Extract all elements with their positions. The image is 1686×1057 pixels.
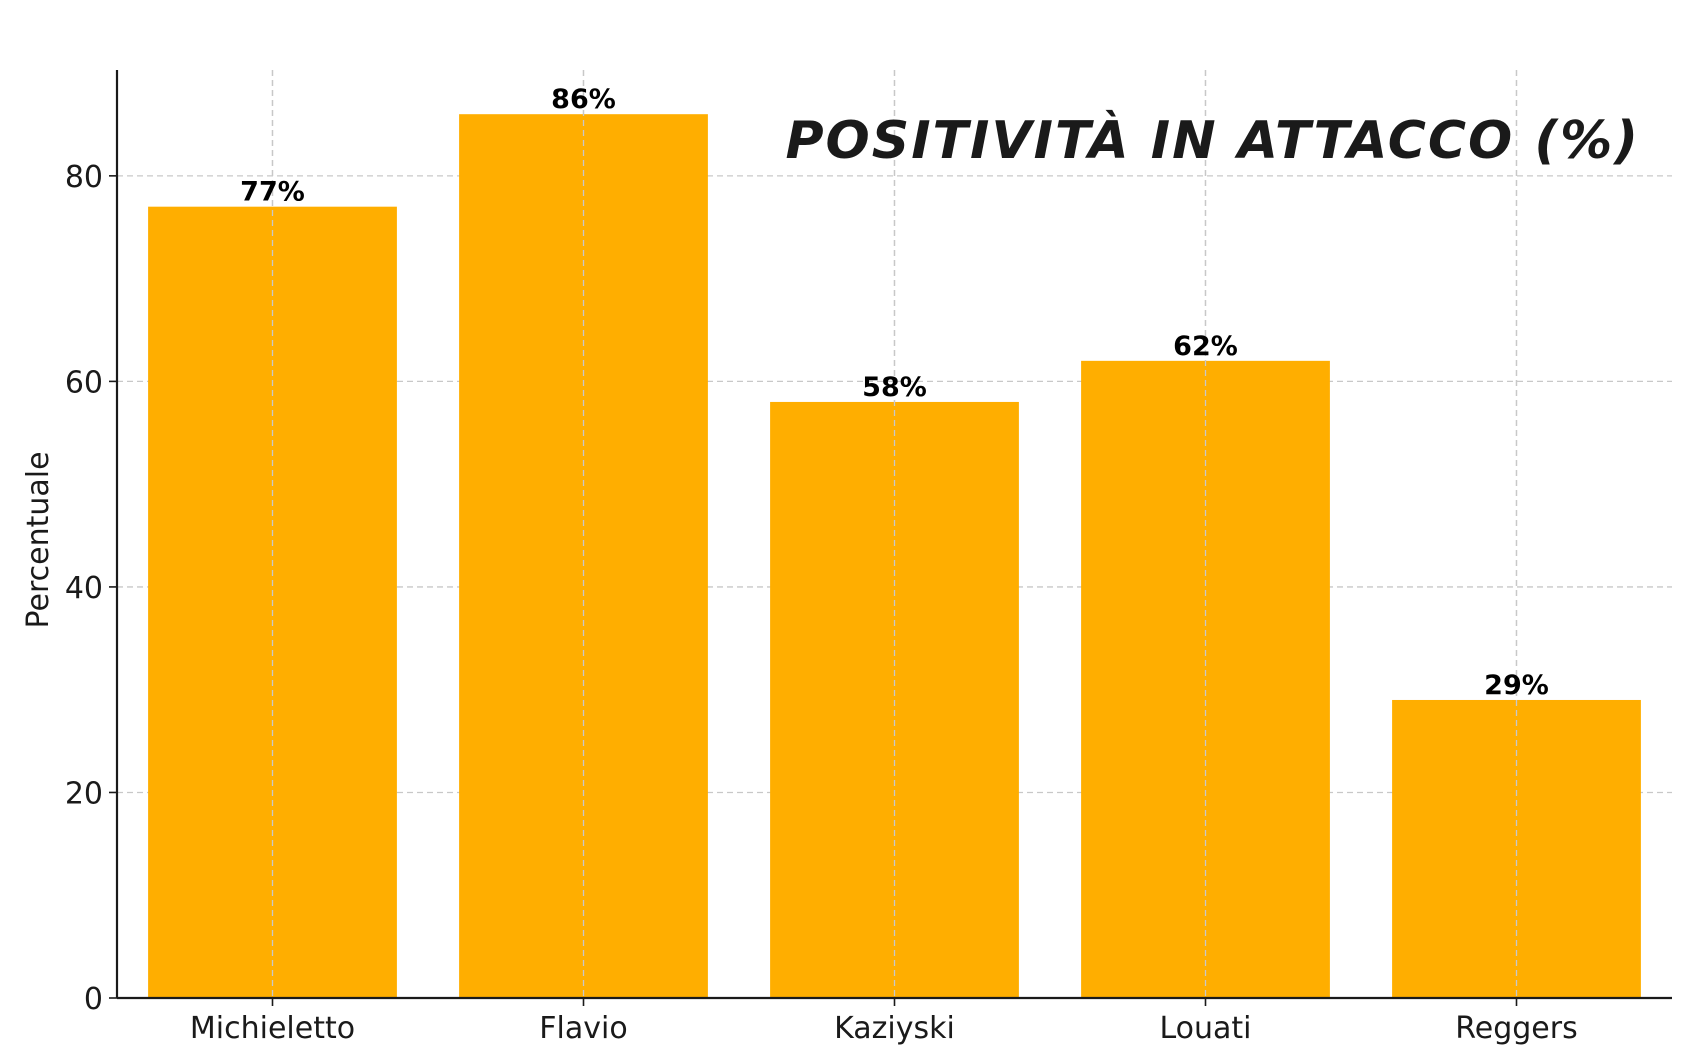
- value-label: 58%: [862, 372, 927, 403]
- y-tick-label: 60: [65, 365, 103, 400]
- value-label: 77%: [240, 177, 305, 208]
- bars: [148, 70, 1641, 999]
- bar-reggers: [1392, 699, 1641, 998]
- value-label: 29%: [1484, 670, 1549, 701]
- chart-title: POSITIVITÀ IN ATTACCO (%): [785, 110, 1640, 171]
- y-tick-label: 80: [65, 160, 103, 195]
- y-tick-label: 20: [65, 776, 103, 811]
- value-label: 86%: [551, 84, 616, 115]
- value-label: 62%: [1173, 331, 1238, 362]
- x-tick-label: Reggers: [1455, 1011, 1577, 1046]
- y-tick-label: 40: [65, 571, 103, 606]
- x-tick-label: Louati: [1159, 1011, 1251, 1046]
- x-tick-label: Michieletto: [190, 1011, 355, 1046]
- axes: 0 20 40 60 80 Michieletto Flavio Kaziyski Louati…: [65, 70, 1672, 1046]
- y-tick-label: 0: [84, 982, 103, 1017]
- x-tick-label: Kaziyski: [834, 1011, 955, 1046]
- y-axis-title: Percentuale: [21, 451, 56, 628]
- data-labels: 77% 86% 58% 62% 29%: [240, 84, 1549, 701]
- x-tick-label: Flavio: [539, 1011, 627, 1046]
